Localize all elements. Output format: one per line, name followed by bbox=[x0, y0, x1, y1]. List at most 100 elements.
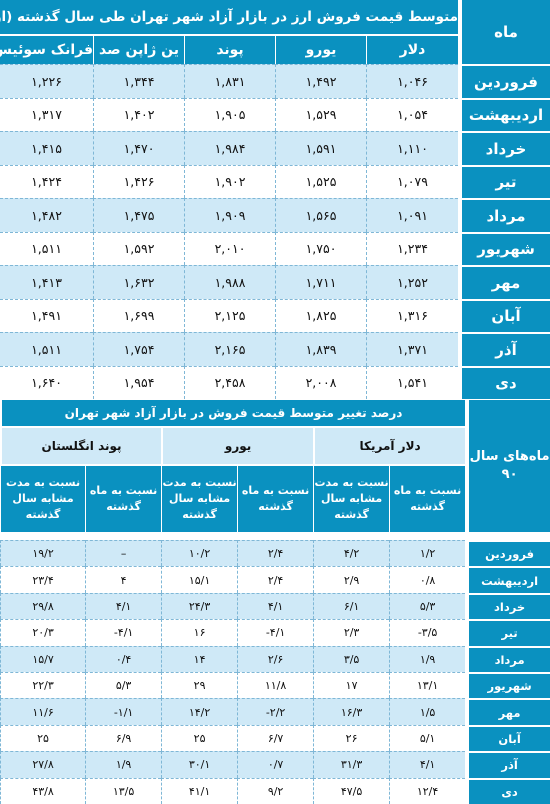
table-cell: ۱/۲ bbox=[389, 540, 466, 567]
table-cell: ۵/۱ bbox=[389, 724, 466, 752]
table-cell: ۴۳/۸ bbox=[0, 777, 86, 804]
table-row: تیر ۳/۵- ۲/۳ ۴/۱- ۱۶ ۴/۱- ۲۰/۳ bbox=[0, 619, 550, 646]
table-cell: ۱,۸۳۹ bbox=[275, 332, 367, 366]
column-header-yen: ین ژاپن صد bbox=[93, 34, 185, 64]
table-cell: ۱,۰۴۶ bbox=[366, 64, 459, 98]
table-cell: ۱,۴۱۵ bbox=[0, 131, 94, 165]
table-row: اردیبهشت ۰/۸ ۲/۹ ۲/۴ ۱۵/۱ ۴ ۲۳/۴ bbox=[0, 566, 550, 593]
table-cell: ۱,۳۱۶ bbox=[366, 298, 459, 332]
row-month-label: آذر bbox=[465, 751, 550, 778]
table-row: مرداد ۱/۹ ۳/۵ ۲/۶ ۱۴ ۰/۴ ۱۵/۷ bbox=[0, 645, 550, 672]
table-cell: ۲۷/۸ bbox=[0, 751, 86, 778]
table-cell: ۱۳/۵ bbox=[85, 777, 162, 804]
table-row: تیر ۱,۰۷۹ ۱,۵۲۵ ۱,۹۰۲ ۱,۴۲۶ ۱,۴۲۴ bbox=[0, 164, 550, 198]
row-month-label: شهریور bbox=[465, 671, 550, 699]
table-cell: ۱,۶۹۹ bbox=[93, 298, 185, 332]
table-cell: ۱۹/۲ bbox=[0, 540, 86, 567]
table-cell: ۱,۳۴۴ bbox=[93, 64, 185, 98]
subheader-month: نسبت به ماه گذشته bbox=[237, 464, 314, 532]
table-cell: ۲۲/۳ bbox=[0, 671, 86, 699]
table-title: متوسط قیمت فروش ارز در بازار آزاد شهر ته… bbox=[0, 0, 459, 34]
table-cell: ۲۵ bbox=[161, 724, 238, 752]
month-column-header: ماه‌های سال ۹۰ bbox=[465, 400, 550, 532]
table-cell: ۱,۵۱۱ bbox=[0, 231, 94, 265]
table-cell: ۳/۵- bbox=[389, 619, 466, 646]
table-cell: ۹/۲ bbox=[237, 777, 314, 804]
table-cell: ۳۱/۳ bbox=[313, 751, 390, 778]
table-row: فروردین ۱/۲ ۴/۲ ۲/۴ ۱۰/۲–۱۹/۲ bbox=[0, 540, 550, 567]
table-cell: ۴ bbox=[85, 566, 162, 593]
table-cell: ۱,۵۲۹ bbox=[275, 97, 367, 131]
table-cell: ۱۳/۱ bbox=[389, 671, 466, 699]
table-cell: ۵/۳ bbox=[389, 592, 466, 620]
table-cell: ۱,۰۹۱ bbox=[366, 198, 459, 232]
table-cell: ۲۳/۴ bbox=[0, 566, 86, 593]
table-cell: ۱/۵ bbox=[389, 698, 466, 725]
table-cell: ۴۱/۱ bbox=[161, 777, 238, 804]
table-cell: ۴/۲ bbox=[313, 540, 390, 567]
table-cell: ۶/۱ bbox=[313, 592, 390, 620]
table-cell: ۲۹/۸ bbox=[0, 592, 86, 620]
table-cell: ۴/۱- bbox=[237, 619, 314, 646]
table-cell: ۰/۷ bbox=[237, 751, 314, 778]
table-row: مهر ۱,۲۵۲ ۱,۷۱۱ ۱,۹۸۸ ۱,۶۳۲ ۱,۴۱۳ bbox=[0, 265, 550, 299]
table-cell: ۱,۹۵۴ bbox=[93, 365, 185, 399]
table-cell: ۱,۳۱۷ bbox=[0, 97, 94, 131]
subheader-month: نسبت به ماه گذشته bbox=[85, 464, 162, 532]
subheader-month: نسبت به ماه گذشته bbox=[389, 464, 466, 532]
table-cell: ۱,۲۵۲ bbox=[366, 265, 459, 299]
table-cell: ۲/۳ bbox=[313, 619, 390, 646]
table-cell: ۲/۴ bbox=[237, 566, 314, 593]
table-cell: ۵/۳ bbox=[85, 671, 162, 699]
row-month-label: خرداد bbox=[458, 131, 550, 165]
table-cell: ۶/۷ bbox=[237, 724, 314, 752]
table-cell: ۱/۱- bbox=[85, 698, 162, 725]
row-month-label: آبان bbox=[458, 298, 550, 332]
table-row: آبان ۵/۱ ۲۶ ۶/۷ ۲۵ ۶/۹ ۲۵ bbox=[0, 724, 550, 752]
table-cell: ۱,۷۱۱ bbox=[275, 265, 367, 299]
table-cell: ۱,۹۸۸ bbox=[184, 265, 276, 299]
table-cell: ۱,۵۹۱ bbox=[275, 131, 367, 165]
table-cell: ۴/۱ bbox=[85, 592, 162, 620]
table-cell: ۴/۱ bbox=[389, 751, 466, 778]
spacer bbox=[0, 532, 550, 540]
column-header-pound: پوند bbox=[184, 34, 276, 64]
table-cell: ۱,۲۳۴ bbox=[366, 231, 459, 265]
table-cell: ۰/۴ bbox=[85, 645, 162, 672]
table-cell: ۲,۰۰۸ bbox=[275, 365, 367, 399]
table-cell: ۴/۱- bbox=[85, 619, 162, 646]
table-cell: ۲/۴ bbox=[237, 540, 314, 567]
column-header-euro: یورو bbox=[275, 34, 367, 64]
row-month-label: اردیبهشت bbox=[465, 566, 550, 593]
table-cell: ۱,۴۸۲ bbox=[0, 198, 94, 232]
table-row: خرداد ۵/۳ ۶/۱ ۴/۱ ۲۴/۳ ۴/۱ ۲۹/۸ bbox=[0, 592, 550, 620]
row-month-label: دی bbox=[465, 777, 550, 804]
table-cell: ۱,۴۹۱ bbox=[0, 298, 94, 332]
table-cell: ۱۴/۲ bbox=[161, 698, 238, 725]
table-cell: ۱,۱۱۰ bbox=[366, 131, 459, 165]
table-cell: ۱,۴۷۵ bbox=[93, 198, 185, 232]
table-cell: ۱۵/۷ bbox=[0, 645, 86, 672]
row-month-label: تیر bbox=[458, 164, 550, 198]
table-cell: ۱,۵۴۱ bbox=[366, 365, 459, 399]
table-row: آبان ۱,۳۱۶ ۱,۸۲۵ ۲,۱۲۵ ۱,۶۹۹ ۱,۴۹۱ bbox=[0, 298, 550, 332]
currency-change-table: ماه‌های سال ۹۰ درصد تغییر متوسط قیمت فرو… bbox=[0, 400, 550, 804]
table-row: خرداد ۱,۱۱۰ ۱,۵۹۱ ۱,۹۸۴ ۱,۴۷۰ ۱,۴۱۵ bbox=[0, 131, 550, 165]
table-cell: ۲۶ bbox=[313, 724, 390, 752]
row-month-label: خرداد bbox=[465, 592, 550, 620]
column-header-dollar: دلار bbox=[366, 34, 459, 64]
row-month-label: آذر bbox=[458, 332, 550, 366]
table-cell: ۱,۸۲۵ bbox=[275, 298, 367, 332]
subheader-year: نسبت به مدت مشابه سال گذشته bbox=[0, 464, 86, 532]
table-cell: ۱,۰۷۹ bbox=[366, 164, 459, 198]
table-cell: ۱,۷۵۴ bbox=[93, 332, 185, 366]
group-header-pound: پوند انگلستان bbox=[0, 426, 162, 464]
table-cell: ۱۰/۲ bbox=[161, 540, 238, 567]
table-row: دی ۱۲/۴ ۴۷/۵ ۹/۲ ۴۱/۱ ۱۳/۵ ۴۳/۸ bbox=[0, 777, 550, 804]
table-cell: ۱,۰۵۴ bbox=[366, 97, 459, 131]
subheader-year: نسبت به مدت مشابه سال گذشته bbox=[161, 464, 238, 532]
row-month-label: فروردین bbox=[465, 540, 550, 567]
row-month-label: دی bbox=[458, 365, 550, 399]
table-cell: ۱۶/۳ bbox=[313, 698, 390, 725]
row-month-label: آبان bbox=[465, 724, 550, 752]
